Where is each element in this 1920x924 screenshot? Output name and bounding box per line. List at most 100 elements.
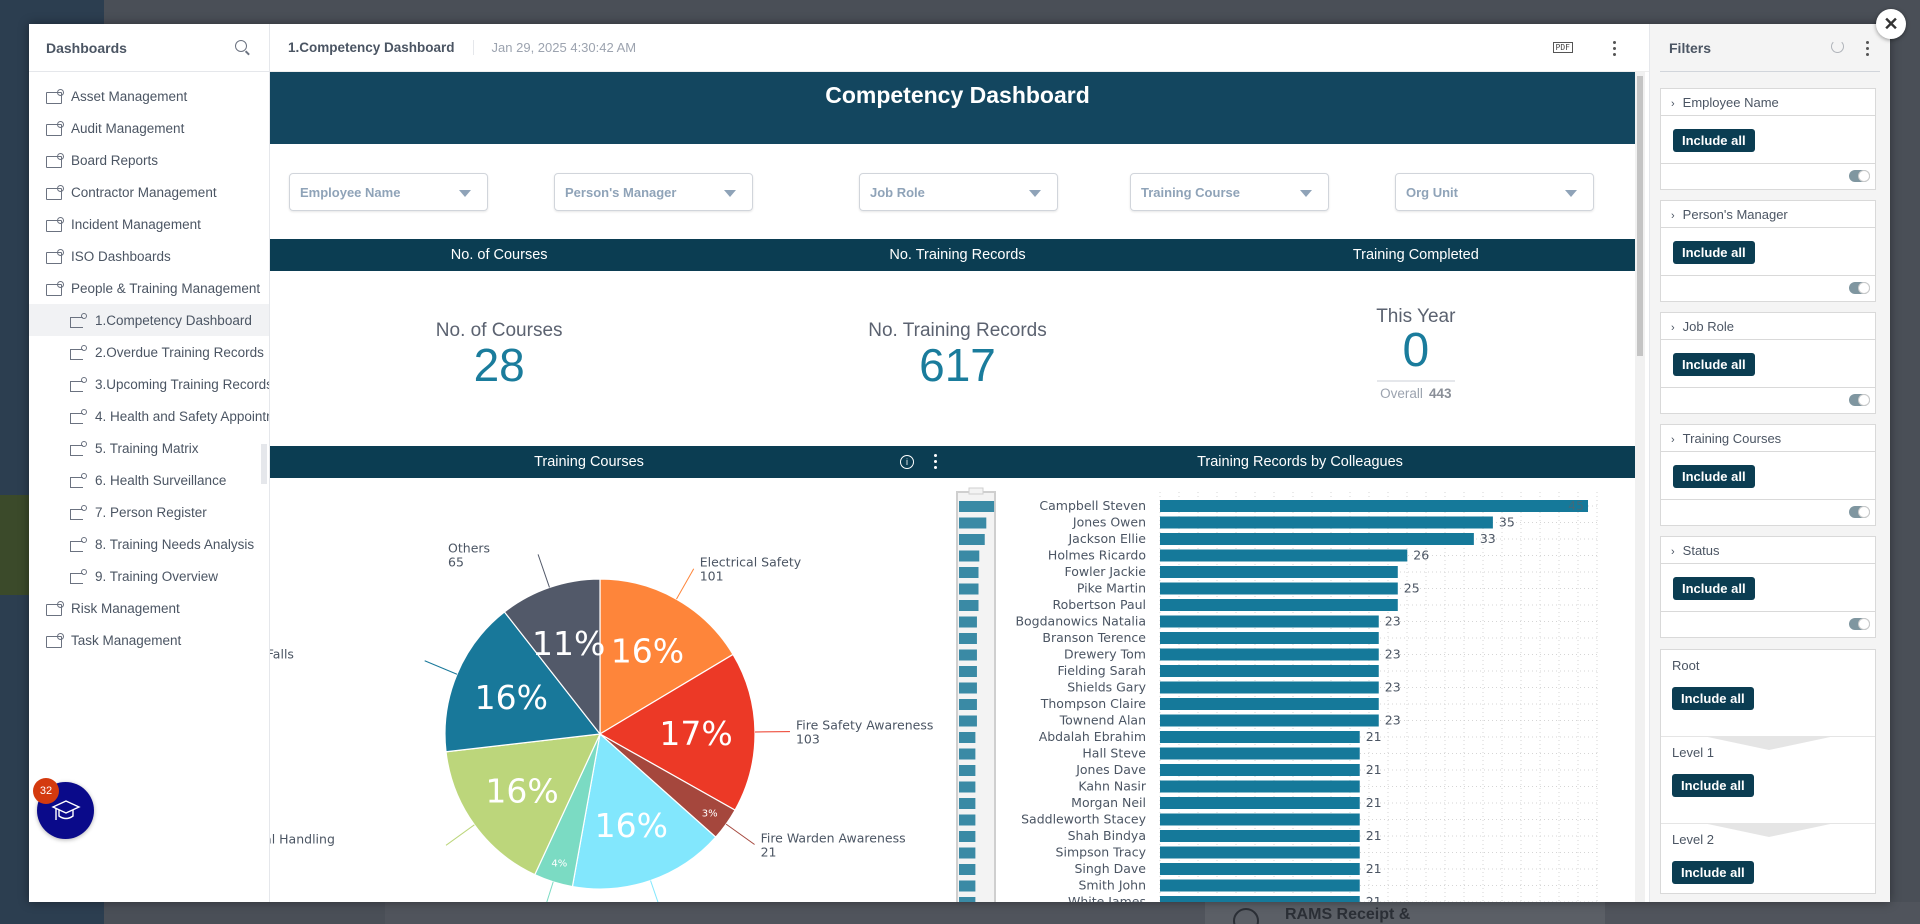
- filter-card-header[interactable]: › Person's Manager: [1661, 201, 1875, 228]
- sidebar-item-label: Audit Management: [71, 120, 185, 136]
- filter-card: › Job Role Include all: [1660, 312, 1876, 414]
- bar[interactable]: [1160, 599, 1398, 611]
- sidebar-item[interactable]: 1.Competency Dashboard: [29, 304, 269, 336]
- pie-slice[interactable]: [503, 578, 601, 736]
- bar[interactable]: [1160, 615, 1379, 628]
- bar[interactable]: [1160, 698, 1379, 710]
- filter-toggle[interactable]: [1849, 618, 1870, 630]
- bar[interactable]: [1160, 681, 1379, 694]
- include-all-button[interactable]: Include all: [1673, 241, 1755, 264]
- bar[interactable]: [1160, 797, 1360, 809]
- include-all-button[interactable]: Include all: [1672, 687, 1754, 710]
- persons-manager-dropdown[interactable]: Person's Manager: [554, 173, 753, 211]
- dashboard-title: Competency Dashboard: [825, 82, 1090, 108]
- filter-toggle[interactable]: [1849, 282, 1870, 294]
- job-role-dropdown[interactable]: Job Role: [859, 173, 1058, 211]
- include-all-button[interactable]: Include all: [1672, 774, 1754, 797]
- sidebar-item[interactable]: People & Training Management: [29, 272, 269, 304]
- bar[interactable]: [1160, 879, 1360, 892]
- chart-options-icon[interactable]: [934, 454, 938, 472]
- overview-handle[interactable]: [968, 487, 984, 495]
- bar[interactable]: [1160, 731, 1360, 743]
- sidebar-item[interactable]: Risk Management: [29, 592, 269, 624]
- org-unit-hierarchy: Root Include all Level 1 Include all Level…: [1660, 649, 1876, 894]
- sidebar-item[interactable]: 3.Upcoming Training Records: [29, 368, 269, 400]
- kpi-header-courses: No. of Courses: [450, 247, 548, 263]
- more-options-icon[interactable]: [1613, 41, 1617, 59]
- bar[interactable]: [1160, 516, 1493, 529]
- pie-slice[interactable]: [445, 733, 601, 876]
- reset-icon[interactable]: [1831, 40, 1844, 53]
- pie-percent-label: 4%: [551, 859, 567, 870]
- sidebar-item[interactable]: 8. Training Needs Analysis: [29, 528, 269, 560]
- bar-category-label: Hall Steve: [1082, 746, 1146, 761]
- sidebar-item[interactable]: Contractor Management: [29, 176, 269, 208]
- include-all-button[interactable]: Include all: [1673, 577, 1755, 600]
- folder-icon: [46, 153, 64, 168]
- filter-card-header[interactable]: › Status: [1661, 537, 1875, 564]
- bar[interactable]: [1160, 846, 1360, 859]
- bar[interactable]: [1160, 780, 1360, 793]
- bar-category-label: Robertson Paul: [1052, 597, 1146, 612]
- charts-area: 16% Electrical Safety 101 17% Fire Safety Aw…: [270, 478, 1645, 902]
- sidebar-item[interactable]: Asset Management: [29, 80, 269, 112]
- filter-card-header[interactable]: › Training Courses: [1661, 425, 1875, 452]
- include-all-button[interactable]: Include all: [1672, 861, 1754, 884]
- sidebar-item[interactable]: 2.Overdue Training Records: [29, 336, 269, 368]
- org-unit-dropdown[interactable]: Org Unit: [1395, 173, 1594, 211]
- training-course-dropdown[interactable]: Training Course: [1130, 173, 1329, 211]
- sidebar-item[interactable]: 6. Health Surveillance: [29, 464, 269, 496]
- include-all-button[interactable]: Include all: [1673, 353, 1755, 376]
- bar[interactable]: [1160, 566, 1398, 578]
- pie-slice[interactable]: [571, 732, 717, 890]
- include-all-button[interactable]: Include all: [1673, 129, 1755, 152]
- bar[interactable]: [1160, 549, 1408, 562]
- filters-options-icon[interactable]: [1866, 41, 1870, 59]
- dropdown-label: Org Unit: [1406, 185, 1458, 200]
- sidebar-item[interactable]: 9. Training Overview: [29, 560, 269, 592]
- filter-toggle[interactable]: [1849, 506, 1870, 518]
- filter-toggle[interactable]: [1849, 170, 1870, 182]
- close-modal-button[interactable]: ✕: [1876, 9, 1906, 39]
- sidebar-item[interactable]: ISO Dashboards: [29, 240, 269, 272]
- bar[interactable]: [1160, 500, 1588, 512]
- bar[interactable]: [1160, 648, 1379, 661]
- kpi-value: 28: [473, 339, 525, 391]
- bar-value-label: 25: [1404, 581, 1420, 596]
- bar[interactable]: [1160, 714, 1379, 727]
- sidebar-item[interactable]: 7. Person Register: [29, 496, 269, 528]
- sidebar-item[interactable]: Board Reports: [29, 144, 269, 176]
- filter-toggle[interactable]: [1849, 394, 1870, 406]
- bar[interactable]: [1160, 764, 1360, 776]
- scrollbar-thumb[interactable]: [1637, 76, 1643, 356]
- sidebar-item[interactable]: 5. Training Matrix: [29, 432, 269, 464]
- bar[interactable]: [1160, 896, 1360, 902]
- pie-leader-line: [650, 880, 659, 902]
- sidebar-collapse-handle[interactable]: [261, 444, 267, 484]
- filter-card-header[interactable]: › Job Role: [1661, 313, 1875, 340]
- bar-category-label: Jones Owen: [1072, 515, 1146, 530]
- bar[interactable]: [1160, 582, 1398, 595]
- level-1: Level 1 Include all: [1661, 736, 1875, 824]
- sidebar-item[interactable]: 4. Health and Safety Appointments: [29, 400, 269, 432]
- bar[interactable]: [1160, 533, 1474, 545]
- info-icon[interactable]: i: [900, 455, 914, 469]
- bar[interactable]: [1160, 830, 1360, 842]
- pdf-export-button[interactable]: PDF: [1552, 42, 1573, 53]
- bar[interactable]: [1160, 747, 1360, 760]
- include-all-button[interactable]: Include all: [1673, 465, 1755, 488]
- filter-card-header[interactable]: › Employee Name: [1661, 89, 1875, 116]
- content-scrollbar[interactable]: [1635, 72, 1645, 902]
- bar[interactable]: [1160, 665, 1379, 677]
- employee-name-dropdown[interactable]: Employee Name: [289, 173, 488, 211]
- sidebar-item[interactable]: Audit Management: [29, 112, 269, 144]
- bar[interactable]: [1160, 813, 1360, 826]
- dashboard-icon: [70, 409, 88, 424]
- bar[interactable]: [1160, 863, 1360, 875]
- sidebar-item[interactable]: Incident Management: [29, 208, 269, 240]
- bar[interactable]: [1160, 632, 1379, 644]
- sidebar-item[interactable]: Task Management: [29, 624, 269, 656]
- search-icon[interactable]: [235, 40, 247, 52]
- pie-slice[interactable]: [444, 611, 602, 753]
- bar-category-label: Pike Martin: [1077, 581, 1146, 596]
